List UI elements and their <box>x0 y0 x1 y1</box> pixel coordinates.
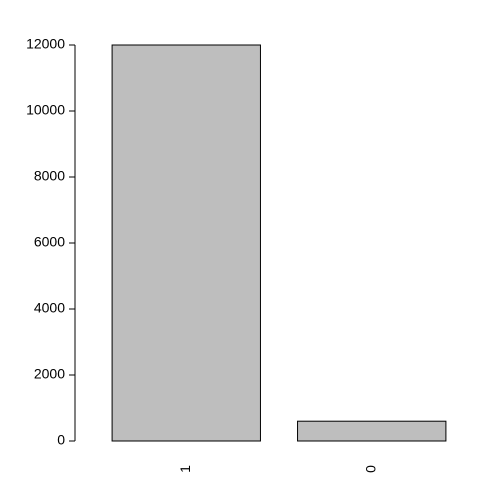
y-tick-label: 10000 <box>26 102 65 118</box>
y-tick-label: 0 <box>57 432 65 448</box>
y-tick-label: 8000 <box>34 168 65 184</box>
x-category-label: 1 <box>177 465 193 473</box>
x-category-label: 0 <box>362 465 378 473</box>
y-tick-label: 12000 <box>26 36 65 52</box>
y-tick-label: 2000 <box>34 366 65 382</box>
bar <box>112 45 260 441</box>
chart-container: 0 2000 4000 6000 8000 10000 12000 1 0 <box>0 0 504 504</box>
y-tick-label: 4000 <box>34 300 65 316</box>
bar <box>298 421 446 441</box>
y-tick-label: 6000 <box>34 234 65 250</box>
bar-chart: 0 2000 4000 6000 8000 10000 12000 1 0 <box>0 0 504 504</box>
